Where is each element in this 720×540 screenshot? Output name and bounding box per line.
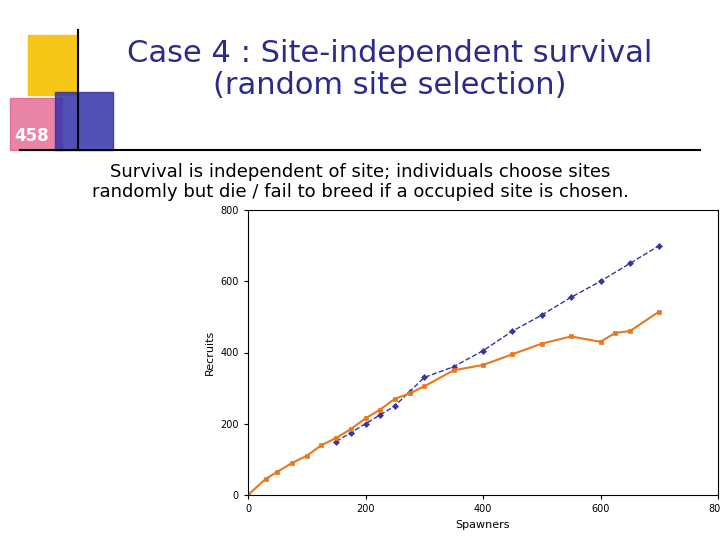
Text: Case 4 : Site-independent survival: Case 4 : Site-independent survival — [127, 38, 653, 68]
Text: Survival is independent of site; individuals choose sites: Survival is independent of site; individ… — [110, 163, 610, 181]
Text: 458: 458 — [14, 127, 49, 145]
Y-axis label: Recruits: Recruits — [205, 330, 215, 375]
Text: (random site selection): (random site selection) — [213, 71, 567, 99]
X-axis label: Spawners: Spawners — [456, 519, 510, 530]
Bar — [10, 98, 62, 150]
Bar — [55, 92, 113, 150]
Text: randomly but die / fail to breed if a occupied site is chosen.: randomly but die / fail to breed if a oc… — [91, 183, 629, 201]
Bar — [28, 35, 78, 95]
